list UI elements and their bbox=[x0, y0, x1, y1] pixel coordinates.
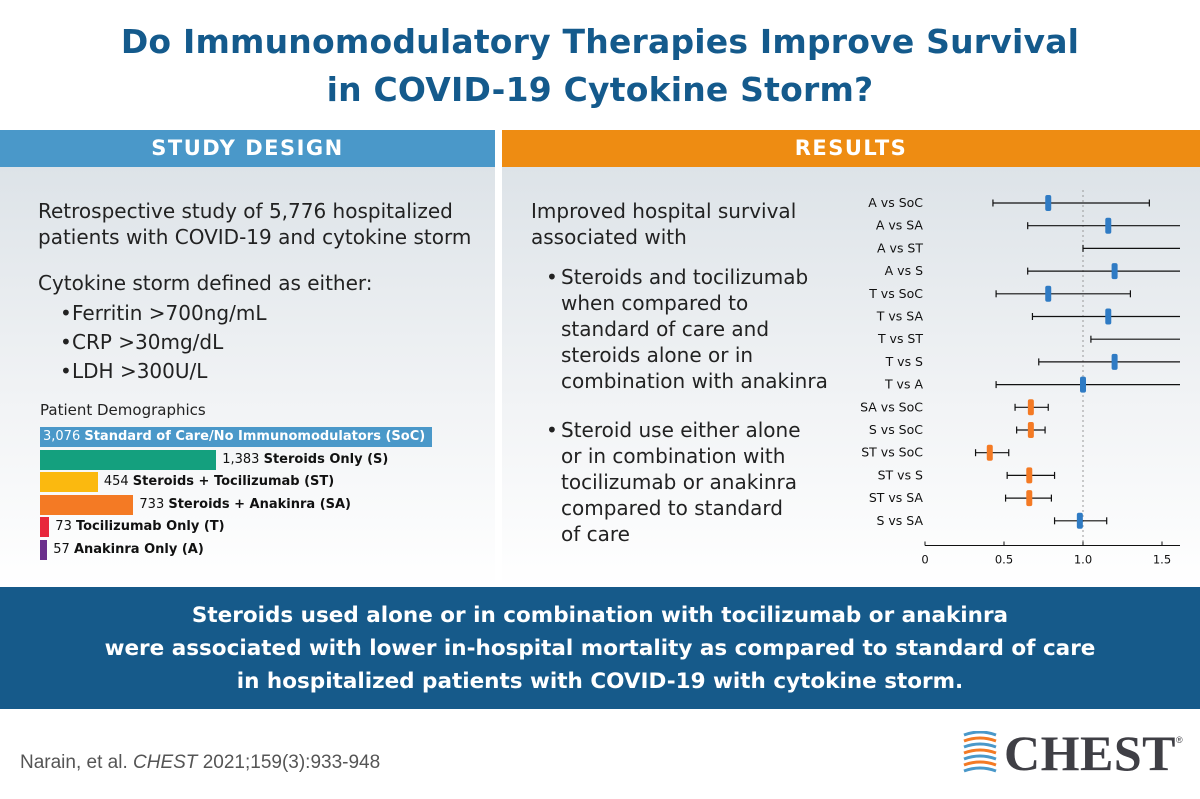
conclusion-line-3: in hospitalized patients with COVID-19 w… bbox=[236, 669, 964, 694]
hazard-ratio-marker bbox=[1111, 263, 1118, 280]
page-title: Do Immunomodulatory Therapies Improve Su… bbox=[0, 18, 1200, 114]
demographics-label: 733 Steroids + Anakinra (SA) bbox=[139, 496, 352, 512]
study-design-header: STUDY DESIGN bbox=[0, 130, 495, 167]
row-label: A vs SA bbox=[876, 218, 924, 233]
row-label: S vs SoC bbox=[869, 422, 923, 437]
x-tick-label: 0.5 bbox=[995, 553, 1013, 567]
hazard-ratio-marker bbox=[1111, 353, 1118, 370]
row-label: T vs S bbox=[885, 354, 923, 369]
demographics-label: 454 Steroids + Tocilizumab (ST) bbox=[103, 474, 335, 490]
conclusion-line-1: Steroids used alone or in combination wi… bbox=[191, 603, 1009, 628]
row-label: A vs ST bbox=[877, 240, 923, 255]
conclusion-line-2: were associated with lower in-hospital m… bbox=[104, 636, 1096, 661]
x-tick-label: 0 bbox=[921, 553, 928, 567]
results-bullet-2: • Steroid use either alone or in combinat… bbox=[546, 418, 801, 546]
row-label: A vs S bbox=[885, 263, 923, 278]
demographics-label: 57 Anakinra Only (A) bbox=[53, 542, 204, 557]
criteria-item: • CRP >30mg/dL bbox=[60, 330, 224, 354]
study-intro-line-2: patients with COVID-19 and cytokine stor… bbox=[38, 225, 472, 249]
row-label: T vs A bbox=[884, 377, 923, 392]
demographics-label: 73 Tocilizumab Only (T) bbox=[55, 519, 225, 535]
hazard-ratio-marker bbox=[1026, 467, 1033, 484]
row-label: ST vs S bbox=[878, 467, 923, 482]
study-intro: Retrospective study of 5,776 hospitalize… bbox=[38, 198, 488, 250]
study-intro-line-1: Retrospective study of 5,776 hospitalize… bbox=[38, 199, 453, 223]
criteria-list: • Ferritin >700ng/mL • CRP >30mg/dL • LDH >… bbox=[60, 299, 460, 386]
row-label: T vs SoC bbox=[868, 286, 923, 301]
study-design-panel bbox=[0, 167, 495, 587]
demographics-bar bbox=[40, 472, 98, 493]
hazard-ratio-marker bbox=[1105, 217, 1112, 234]
demographics-label: 3,076 Standard of Care/No Immunomodulato… bbox=[43, 429, 426, 444]
row-label: A vs SoC bbox=[868, 195, 923, 210]
hazard-ratio-marker bbox=[1080, 376, 1086, 393]
demographics-bar bbox=[40, 540, 48, 560]
conclusion-banner: Steroids used alone or in combination wi… bbox=[0, 587, 1200, 709]
demographics-bar bbox=[40, 449, 217, 470]
citation: Narain, et al. CHEST 2021;159(3):933-948 bbox=[20, 752, 380, 774]
title-line-1: Do Immunomodulatory Therapies Improve Su… bbox=[120, 22, 1080, 61]
row-label: SA vs SoC bbox=[860, 399, 923, 414]
title-line-2: in COVID-19 Cytokine Storm? bbox=[326, 70, 874, 109]
demographics-title: Patient Demographics bbox=[40, 401, 206, 419]
results-intro-line-2: associated with bbox=[531, 225, 687, 249]
citation-ref: 2021;159(3):933-948 bbox=[202, 752, 381, 773]
row-label: T vs SA bbox=[876, 309, 924, 324]
chest-logo-text: CHEST bbox=[1004, 725, 1177, 781]
hazard-ratio-marker bbox=[1027, 422, 1034, 438]
forest-plot: A vs SoC A vs SA A vs ST A vs S T vs SoC T vs… bbox=[860, 190, 1180, 567]
row-label: T vs ST bbox=[877, 331, 923, 346]
demographics-bar bbox=[40, 517, 50, 538]
hazard-ratio-marker bbox=[1045, 285, 1052, 302]
results-intro-line-1: Improved hospital survival bbox=[531, 199, 797, 223]
row-label: ST vs SA bbox=[869, 490, 924, 505]
results-intro: Improved hospital survival associated wi… bbox=[531, 198, 831, 250]
chest-logo-icon bbox=[963, 731, 997, 773]
x-tick-label: 1.5 bbox=[1153, 553, 1171, 567]
x-tick-label: 1.0 bbox=[1074, 553, 1092, 567]
demographics-bar bbox=[40, 494, 134, 515]
citation-authors: Narain, et al. bbox=[20, 752, 128, 773]
hazard-ratio-marker bbox=[1026, 490, 1033, 507]
hazard-ratio-marker bbox=[1105, 308, 1112, 325]
chest-logo-reg: ® bbox=[1176, 735, 1183, 745]
row-label: ST vs SoC bbox=[861, 445, 923, 460]
hazard-ratio-marker bbox=[1045, 195, 1052, 211]
hazard-ratio-marker bbox=[1076, 512, 1083, 529]
row-label: S vs SA bbox=[876, 513, 923, 528]
chest-logo: CHEST ® bbox=[962, 725, 1183, 781]
cytokine-definition: Cytokine storm defined as either: bbox=[38, 271, 373, 295]
hazard-ratio-marker bbox=[986, 444, 993, 461]
hazard-ratio-marker bbox=[1027, 399, 1034, 416]
citation-journal: CHEST bbox=[133, 752, 198, 773]
criteria-item: • LDH >300U/L bbox=[60, 359, 208, 383]
demographics-label: 1,383 Steroids Only (S) bbox=[222, 451, 389, 467]
demographics-bar bbox=[40, 427, 432, 447]
results-bullet-1: • Steroids and tocilizumab when compared … bbox=[546, 265, 828, 393]
results-header: RESULTS bbox=[502, 130, 1200, 167]
criteria-item: • Ferritin >700ng/mL bbox=[60, 301, 267, 325]
